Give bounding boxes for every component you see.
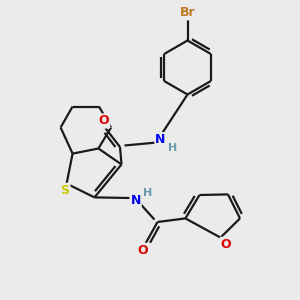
Text: N: N xyxy=(155,133,166,146)
Text: O: O xyxy=(99,114,110,128)
Text: O: O xyxy=(220,238,231,251)
Text: S: S xyxy=(61,184,70,197)
Text: H: H xyxy=(169,142,178,153)
Text: H: H xyxy=(143,188,152,199)
Text: Br: Br xyxy=(180,6,195,20)
Text: O: O xyxy=(138,244,148,257)
Text: N: N xyxy=(130,194,141,208)
